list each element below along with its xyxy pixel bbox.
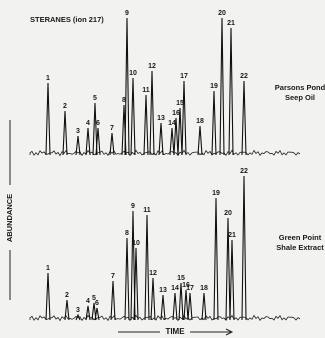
- sample-label: Shale Extract: [276, 243, 324, 252]
- peak-label: 1: [46, 265, 50, 272]
- peak-label: 15: [177, 275, 185, 282]
- peak-label: 10: [129, 70, 137, 77]
- peak: [143, 94, 149, 156]
- peak-label: 10: [132, 240, 140, 247]
- peak: [177, 107, 183, 156]
- peak-label: 6: [96, 120, 100, 127]
- peak-label: 18: [200, 285, 208, 292]
- peak-label: 4: [86, 120, 90, 127]
- peak: [228, 27, 234, 156]
- peak-label: 1: [46, 75, 50, 82]
- peak: [45, 272, 51, 321]
- peak-label: 3: [76, 307, 80, 314]
- peak: [197, 125, 203, 156]
- peak-label: 17: [180, 73, 188, 80]
- peak-label: 18: [196, 118, 204, 125]
- peak-label: 12: [148, 63, 156, 70]
- peak: [181, 80, 187, 156]
- peak-label: 9: [131, 203, 135, 210]
- peak: [178, 282, 184, 321]
- y-axis-label: ABUNDANCE: [5, 194, 14, 242]
- peak-label: 17: [186, 285, 194, 292]
- peak: [109, 132, 115, 156]
- peak-label: 14: [168, 120, 176, 127]
- peak: [241, 175, 247, 321]
- peak-label: 16: [182, 282, 190, 289]
- peak: [160, 294, 166, 321]
- peak-label: 8: [122, 97, 126, 104]
- peak-label: 13: [157, 115, 165, 122]
- peak-label: 6: [95, 300, 99, 307]
- peak: [85, 305, 91, 321]
- peak-label: 21: [228, 232, 236, 239]
- peak-label: 13: [159, 287, 167, 294]
- peak-label: 11: [143, 207, 151, 214]
- peak-label: 8: [125, 230, 129, 237]
- peak-label: 22: [240, 73, 248, 80]
- peak: [92, 102, 98, 156]
- peak: [172, 292, 178, 321]
- x-axis-arrow: [190, 328, 234, 336]
- peak: [211, 90, 217, 156]
- peak: [124, 17, 130, 156]
- peak-label: 3: [76, 128, 80, 135]
- peak: [213, 197, 219, 321]
- sample-label: Parsons Pond: [275, 83, 325, 92]
- peak-label: 12: [149, 270, 157, 277]
- peak: [95, 127, 101, 156]
- peak: [183, 289, 189, 321]
- peak: [91, 302, 97, 321]
- peak: [169, 127, 175, 156]
- peak-label: 22: [240, 168, 248, 175]
- peak: [85, 127, 91, 156]
- sample-label: Seep Oil: [285, 93, 315, 102]
- peak: [149, 70, 155, 156]
- peak: [62, 110, 68, 156]
- peak-label: 2: [63, 103, 67, 110]
- peak: [75, 313, 81, 321]
- peak: [110, 280, 116, 321]
- peak: [130, 77, 136, 156]
- peak-label: 9: [125, 10, 129, 17]
- peak: [75, 135, 81, 156]
- x-axis-label: TIME: [165, 327, 185, 336]
- peak: [225, 217, 231, 321]
- peak-label: 5: [93, 95, 97, 102]
- peak-label: 15: [176, 100, 184, 107]
- peak: [124, 237, 130, 321]
- peak: [144, 214, 150, 321]
- peak-label: 5: [92, 295, 96, 302]
- peak: [187, 292, 193, 321]
- peak-label: 7: [111, 273, 115, 280]
- peak-label: 19: [210, 83, 218, 90]
- peak-label: 14: [171, 285, 179, 292]
- peak: [201, 292, 207, 321]
- peak: [130, 210, 136, 321]
- baseline-trace: [29, 314, 301, 322]
- peak: [133, 247, 139, 321]
- peak: [229, 239, 235, 321]
- peak-label: 20: [224, 210, 232, 217]
- peak-label: 7: [110, 125, 114, 132]
- peak: [150, 277, 156, 321]
- peak-label: 21: [227, 20, 235, 27]
- peak: [45, 82, 51, 156]
- peak: [94, 307, 100, 321]
- chart-title: STERANES (ion 217): [30, 15, 104, 24]
- peak: [64, 299, 70, 321]
- baseline-trace: [29, 149, 301, 157]
- peak-label: 20: [218, 10, 226, 17]
- peak-label: 11: [142, 87, 150, 94]
- peak: [219, 17, 225, 156]
- peak-label: 2: [65, 292, 69, 299]
- peak-label: 4: [86, 298, 90, 305]
- peak: [158, 122, 164, 156]
- peak-label: 16: [172, 110, 180, 117]
- peak-label: 19: [212, 190, 220, 197]
- peak: [173, 117, 179, 156]
- sample-label: Green Point: [279, 233, 322, 242]
- peak: [241, 80, 247, 156]
